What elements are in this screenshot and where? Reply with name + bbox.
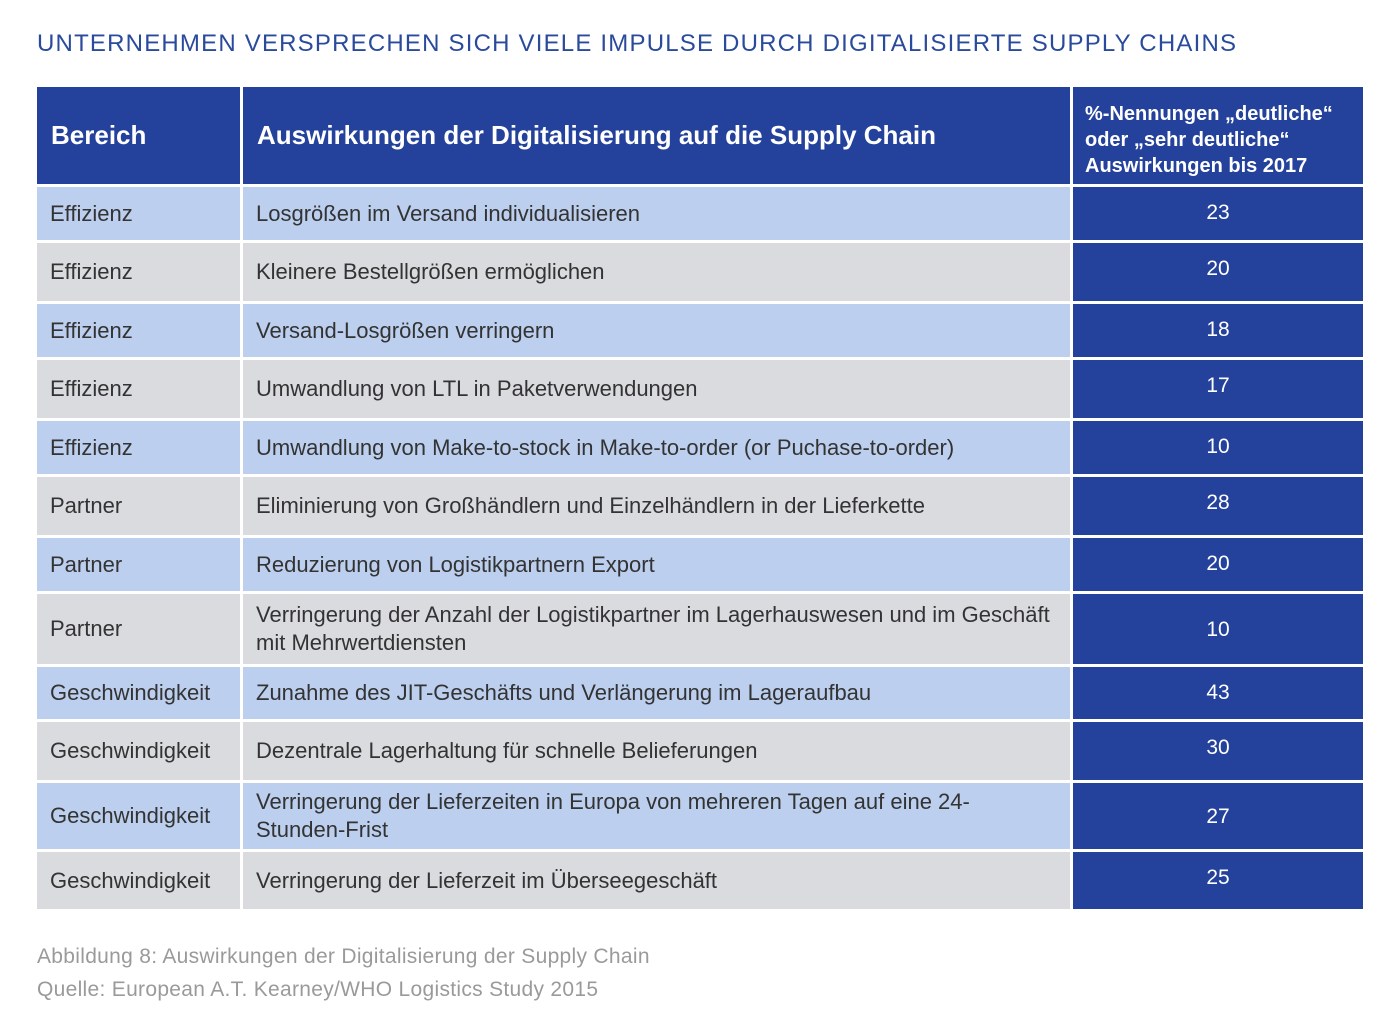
cell-area: Geschwindigkeit xyxy=(37,667,240,719)
cell-value: 10 xyxy=(1073,594,1363,664)
cell-impact: Verringerung der Anzahl der Logistikpart… xyxy=(243,594,1070,664)
table-row: Partner Eliminierung von Großhändlern un… xyxy=(37,477,1363,535)
cell-impact: Umwandlung von LTL in Paketverwendungen xyxy=(243,360,1070,418)
caption-figure-label: Abbildung 8: Auswirkungen der Digitalisi… xyxy=(37,945,650,968)
cell-impact: Versand-Losgrößen verringern xyxy=(243,304,1070,357)
table-row: Geschwindigkeit Verringerung der Lieferz… xyxy=(37,852,1363,909)
cell-area: Geschwindigkeit xyxy=(37,722,240,780)
table-row: Partner Verringerung der Anzahl der Logi… xyxy=(37,594,1363,664)
cell-area: Effizienz xyxy=(37,243,240,301)
cell-value: 43 xyxy=(1073,667,1363,719)
table-row: Effizienz Umwandlung von Make-to-stock i… xyxy=(37,421,1363,474)
cell-area: Geschwindigkeit xyxy=(37,783,240,849)
table-row: Geschwindigkeit Verringerung der Lieferz… xyxy=(37,783,1363,849)
cell-impact: Dezentrale Lagerhaltung für schnelle Bel… xyxy=(243,722,1070,780)
table-row: Effizienz Kleinere Bestellgrößen ermögli… xyxy=(37,243,1363,301)
table-row: Partner Reduzierung von Logistikpartnern… xyxy=(37,538,1363,591)
cell-impact: Reduzierung von Logistikpartnern Export xyxy=(243,538,1070,591)
table-row: Effizienz Versand-Losgrößen verringern 1… xyxy=(37,304,1363,357)
page-title: UNTERNEHMEN VERSPRECHEN SICH VIELE IMPUL… xyxy=(37,30,1238,57)
cell-area: Effizienz xyxy=(37,360,240,418)
cell-area: Partner xyxy=(37,538,240,591)
table-row: Effizienz Losgrößen im Versand individua… xyxy=(37,187,1363,240)
column-header-percent: %-Nennungen „deutliche“ oder „sehr deutl… xyxy=(1073,87,1363,184)
cell-impact: Umwandlung von Make-to-stock in Make-to-… xyxy=(243,421,1070,474)
caption-source: Quelle: European A.T. Kearney/WHO Logist… xyxy=(37,978,599,1001)
cell-area: Effizienz xyxy=(37,304,240,357)
table-row: Geschwindigkeit Dezentrale Lagerhaltung … xyxy=(37,722,1363,780)
table-row: Geschwindigkeit Zunahme des JIT-Geschäft… xyxy=(37,667,1363,719)
cell-value: 23 xyxy=(1073,187,1363,240)
cell-impact: Zunahme des JIT-Geschäfts und Verlängeru… xyxy=(243,667,1070,719)
cell-value: 27 xyxy=(1073,783,1363,849)
cell-area: Effizienz xyxy=(37,187,240,240)
cell-value: 17 xyxy=(1073,360,1363,418)
cell-value: 10 xyxy=(1073,421,1363,474)
cell-impact: Kleinere Bestellgrößen ermöglichen xyxy=(243,243,1070,301)
cell-value: 28 xyxy=(1073,477,1363,535)
cell-impact: Eliminierung von Großhändlern und Einzel… xyxy=(243,477,1070,535)
supply-chain-table: Bereich Auswirkungen der Digitalisierung… xyxy=(34,84,1366,912)
column-header-impact: Auswirkungen der Digitalisierung auf die… xyxy=(243,87,1070,184)
cell-impact: Verringerung der Lieferzeit im Überseege… xyxy=(243,852,1070,909)
cell-impact: Losgrößen im Versand individualisieren xyxy=(243,187,1070,240)
cell-value: 20 xyxy=(1073,243,1363,301)
cell-area: Effizienz xyxy=(37,421,240,474)
figure-caption: Abbildung 8: Auswirkungen der Digitalisi… xyxy=(37,940,650,1006)
cell-value: 30 xyxy=(1073,722,1363,780)
cell-value: 25 xyxy=(1073,852,1363,909)
cell-area: Partner xyxy=(37,594,240,664)
cell-area: Geschwindigkeit xyxy=(37,852,240,909)
table-row: Effizienz Umwandlung von LTL in Paketver… xyxy=(37,360,1363,418)
table-header-row: Bereich Auswirkungen der Digitalisierung… xyxy=(37,87,1363,184)
cell-value: 20 xyxy=(1073,538,1363,591)
cell-value: 18 xyxy=(1073,304,1363,357)
column-header-area: Bereich xyxy=(37,87,240,184)
cell-impact: Verringerung der Lieferzeiten in Europa … xyxy=(243,783,1070,849)
cell-area: Partner xyxy=(37,477,240,535)
